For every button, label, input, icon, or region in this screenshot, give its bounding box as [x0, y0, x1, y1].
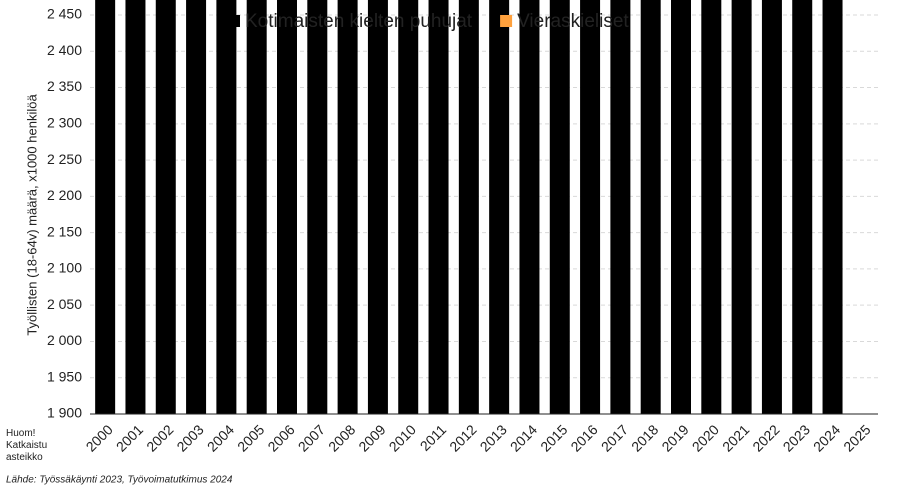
legend-swatch [228, 15, 240, 27]
x-tick-label: 2015 [537, 421, 570, 454]
x-tick-label: 2022 [749, 421, 782, 454]
y-tick-label: 2 200 [47, 187, 82, 203]
bar-segment [671, 0, 691, 414]
y-tick-label: 2 300 [47, 115, 82, 131]
x-tick-label: 2016 [567, 421, 600, 454]
bar-segment [307, 0, 328, 414]
bar-segment [155, 0, 176, 414]
x-tick-label: 2025 [840, 421, 873, 454]
x-tick-label: 2000 [83, 421, 116, 454]
x-tick-label: 2006 [264, 421, 297, 454]
y-tick-label: 1 900 [47, 405, 82, 421]
bar-segment [337, 0, 358, 414]
x-tick-label: 2012 [446, 421, 479, 454]
x-tick-label: 2018 [628, 421, 661, 454]
x-tick-label: 2019 [658, 421, 691, 454]
x-tick-label: 2009 [355, 421, 388, 454]
bar-segment [610, 0, 631, 414]
x-tick-label: 2021 [719, 421, 752, 454]
y-tick-label: 2 050 [47, 296, 82, 312]
x-tick-label: 2020 [689, 421, 722, 454]
x-tick-label: 2004 [204, 421, 237, 454]
x-tick-label: 2023 [780, 421, 813, 454]
bar-segment [216, 0, 237, 414]
y-tick-label: 2 000 [47, 332, 82, 348]
y-tick-label: 2 100 [47, 260, 82, 276]
source: Lähde: Työssäkäynti 2023, Työvoimatutkim… [6, 475, 233, 486]
bar-segment [125, 0, 146, 414]
bar-segment [792, 0, 813, 414]
y-tick-label: 2 250 [47, 151, 82, 167]
bar-segment [277, 0, 297, 414]
legend-swatch [500, 15, 513, 27]
x-tick-label: 2005 [234, 421, 267, 454]
bar-segment [822, 0, 843, 414]
bar-segment [398, 0, 419, 414]
y-tick-label: 2 150 [47, 223, 82, 239]
bar-segment [640, 0, 661, 414]
x-tick-label: 2003 [173, 421, 206, 454]
y-tick-label: 2 450 [47, 6, 82, 22]
bar-segment [95, 0, 116, 414]
x-tick-label: 2014 [507, 421, 540, 454]
bar-segment [701, 0, 722, 414]
note-box: Huom! Katkaistu asteikko [6, 428, 48, 463]
bar-segment [428, 0, 449, 414]
bar-segment [186, 0, 207, 414]
bar-segment [731, 0, 752, 414]
y-axis-label: Työllisten (18-64v) määrä, x1000 henkilö… [24, 94, 39, 336]
legend-label: Vieraskieliset [517, 11, 629, 32]
x-tick-label: 2010 [386, 421, 419, 454]
bar-segment [580, 0, 601, 414]
x-tick-label: 2007 [295, 421, 328, 454]
bar-segment [761, 0, 782, 414]
bar-segment [246, 0, 267, 414]
x-tick-label: 2024 [810, 421, 843, 454]
x-tick-label: 2011 [417, 421, 450, 454]
bar-segment [489, 0, 510, 414]
x-tick-label: 2001 [113, 421, 146, 454]
y-tick-label: 2 350 [47, 78, 82, 94]
x-tick-label: 2008 [325, 421, 358, 454]
y-tick-label: 1 950 [47, 368, 82, 384]
legend-label: Kotimaisten kielten puhujat [245, 11, 473, 32]
x-tick-label: 2002 [143, 421, 176, 454]
x-tick-label: 2017 [598, 421, 631, 454]
note: Huom! Katkaistu asteikko [6, 428, 48, 463]
bar-segment [519, 0, 540, 414]
bar-segment [458, 0, 479, 414]
bar-segment [549, 0, 570, 414]
bar-segment [367, 0, 388, 414]
x-tick-label: 2013 [477, 421, 510, 454]
y-tick-label: 2 400 [47, 42, 82, 58]
